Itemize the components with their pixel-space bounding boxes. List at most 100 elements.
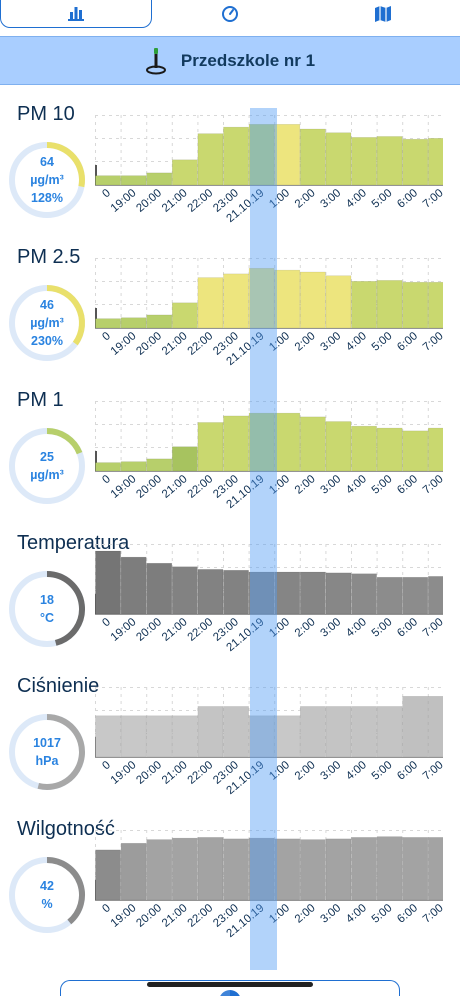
chart-bar[interactable] xyxy=(402,138,429,186)
chart-bar[interactable] xyxy=(172,302,198,329)
chart-bar[interactable] xyxy=(351,837,377,901)
chart-bar[interactable] xyxy=(402,281,429,329)
chart-bar[interactable] xyxy=(427,576,443,615)
chart-bar[interactable] xyxy=(325,838,352,901)
chart-bar[interactable] xyxy=(376,136,403,186)
x-tick-label: 1:00 xyxy=(267,330,292,354)
chart-bar[interactable] xyxy=(427,281,443,329)
x-tick-label: 19:00 xyxy=(109,187,139,215)
chart-bar[interactable] xyxy=(248,412,275,472)
chart-bar[interactable] xyxy=(402,837,429,901)
chart-bar[interactable] xyxy=(95,550,121,615)
gauge-value: 1017 hPa xyxy=(7,734,87,770)
chart-bar[interactable] xyxy=(120,715,147,758)
chart-bar[interactable] xyxy=(248,715,275,758)
chart-bar[interactable] xyxy=(120,461,147,472)
chart-bar[interactable] xyxy=(325,275,352,329)
chart-bar[interactable] xyxy=(197,422,224,472)
chart-bar[interactable] xyxy=(248,267,275,329)
chart-bar[interactable] xyxy=(351,573,377,615)
chart-bar[interactable] xyxy=(95,715,121,758)
chart-bar[interactable] xyxy=(351,137,377,186)
chart-bar[interactable] xyxy=(351,281,377,329)
chart-bar[interactable] xyxy=(172,446,198,472)
chart-bar[interactable] xyxy=(197,133,224,186)
chart-bar[interactable] xyxy=(248,571,275,615)
bottom-bar xyxy=(0,972,460,996)
bottom-tab[interactable] xyxy=(60,980,400,996)
chart-bar[interactable] xyxy=(197,706,224,758)
x-tick-label: 1:00 xyxy=(267,187,292,211)
chart-bar[interactable] xyxy=(120,842,147,901)
chart-bar[interactable] xyxy=(146,562,173,615)
chart-bar[interactable] xyxy=(300,416,326,472)
chart-bar[interactable] xyxy=(95,849,121,901)
chart-bar[interactable] xyxy=(274,715,301,758)
chart-bar[interactable] xyxy=(223,415,249,472)
x-tick-label: 21:00 xyxy=(160,187,190,215)
chart-bar[interactable] xyxy=(120,175,147,186)
chart-bar[interactable] xyxy=(274,838,301,901)
chart-bar[interactable] xyxy=(223,838,249,901)
chart-bar[interactable] xyxy=(223,569,249,615)
chart-bar[interactable] xyxy=(274,124,301,186)
tab-map[interactable] xyxy=(358,0,408,28)
chart-bar[interactable] xyxy=(172,566,198,615)
chart-bar[interactable] xyxy=(95,462,121,472)
chart-bar[interactable] xyxy=(427,138,443,186)
chart-bar[interactable] xyxy=(376,280,403,329)
chart-bar[interactable] xyxy=(146,715,173,758)
chart-bar[interactable] xyxy=(351,425,377,472)
chart-bar[interactable] xyxy=(402,430,429,472)
chart-bar[interactable] xyxy=(376,427,403,472)
tab-gauge[interactable] xyxy=(205,0,255,28)
x-tick-label: 2:00 xyxy=(293,616,318,640)
x-tick-label: 3:00 xyxy=(318,902,343,926)
tab-charts[interactable] xyxy=(0,0,152,28)
chart-bar[interactable] xyxy=(172,159,198,186)
chart-bar[interactable] xyxy=(427,837,443,901)
chart-bar[interactable] xyxy=(325,421,352,472)
chart-bar[interactable] xyxy=(146,314,173,329)
chart-bar[interactable] xyxy=(223,706,249,758)
chart-bar[interactable] xyxy=(402,696,429,758)
chart-bar[interactable] xyxy=(300,706,326,758)
chart-bar[interactable] xyxy=(248,124,275,186)
chart-bar[interactable] xyxy=(300,571,326,615)
chart-bar[interactable] xyxy=(376,836,403,901)
chart-bar[interactable] xyxy=(300,271,326,329)
chart-bar[interactable] xyxy=(300,128,326,186)
chart-bar[interactable] xyxy=(325,572,352,615)
chart-bar[interactable] xyxy=(120,317,147,329)
station-header[interactable]: Przedszkole nr 1 xyxy=(0,36,460,85)
chart-bar[interactable] xyxy=(146,458,173,472)
chart-bar[interactable] xyxy=(197,277,224,329)
chart-bar[interactable] xyxy=(95,318,121,329)
x-tick-label: 0 xyxy=(100,616,113,629)
chart-bar[interactable] xyxy=(274,571,301,615)
chart-bar[interactable] xyxy=(325,132,352,186)
chart-bar[interactable] xyxy=(427,427,443,472)
chart-bar[interactable] xyxy=(376,706,403,758)
chart-bar[interactable] xyxy=(120,556,147,615)
chart-bar[interactable] xyxy=(300,839,326,901)
chart-bar[interactable] xyxy=(351,706,377,758)
chart-bar[interactable] xyxy=(325,706,352,758)
chart-bar[interactable] xyxy=(197,837,224,901)
chart-bar[interactable] xyxy=(172,837,198,901)
chart-bar[interactable] xyxy=(223,273,249,329)
chart-bar[interactable] xyxy=(248,837,275,901)
chart-bar[interactable] xyxy=(223,126,249,186)
chart-bar[interactable] xyxy=(274,269,301,329)
chart-bar[interactable] xyxy=(402,576,429,615)
chart-bar[interactable] xyxy=(274,412,301,472)
chart-bar[interactable] xyxy=(95,175,121,186)
chart-bar[interactable] xyxy=(197,569,224,615)
chart-bar[interactable] xyxy=(146,839,173,901)
x-tick-label: 2:00 xyxy=(293,187,318,211)
chart-bar[interactable] xyxy=(376,576,403,615)
chart-bar[interactable] xyxy=(172,715,198,758)
chart-bar[interactable] xyxy=(427,696,443,758)
chart-bar[interactable] xyxy=(146,172,173,186)
